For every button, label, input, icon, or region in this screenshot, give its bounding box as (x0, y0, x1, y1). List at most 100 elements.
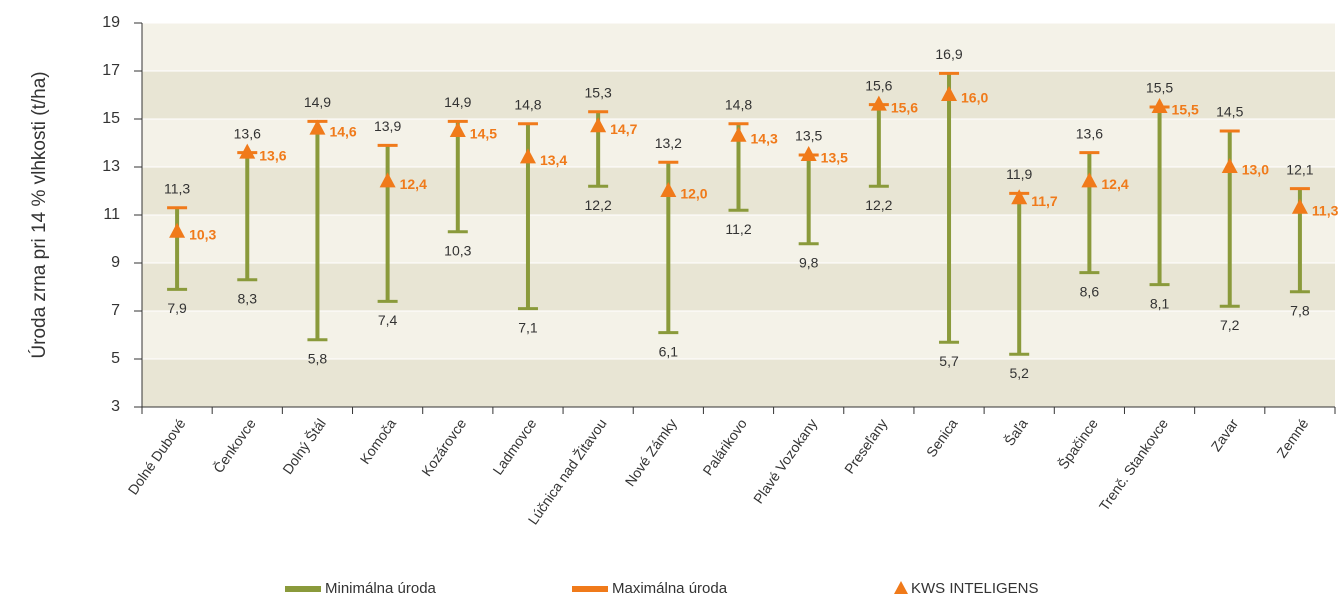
min-label: 7,8 (1290, 303, 1310, 319)
kws-label: 12,0 (680, 186, 707, 202)
kws-marker (379, 172, 396, 188)
x-tick-label: Čenkovce (210, 416, 259, 476)
x-tick-label: Plavé Vozokany (750, 416, 820, 507)
kws-label: 14,5 (470, 126, 497, 142)
kws-marker (870, 95, 887, 111)
x-tick-label: Trenč. Stankovce (1096, 415, 1171, 513)
kws-marker (800, 146, 817, 161)
max-label: 15,3 (585, 85, 612, 101)
y-tick-label: 17 (102, 62, 120, 79)
x-tick-label: Lúčnica nad Žitavou (525, 416, 610, 528)
grid-band (142, 71, 1335, 119)
min-label: 7,2 (1220, 317, 1240, 333)
legend-swatch (894, 581, 908, 594)
grid-band (142, 23, 1335, 71)
max-label: 13,6 (234, 125, 261, 141)
min-label: 9,8 (799, 255, 819, 271)
x-tick-label: Dolný Štál (279, 416, 329, 477)
x-tick-label: Nové Zámky (622, 416, 680, 490)
kws-marker (1151, 98, 1168, 113)
min-label: 5,7 (939, 353, 959, 369)
max-label: 13,2 (655, 135, 682, 151)
y-tick-label: 15 (102, 110, 120, 127)
max-label: 11,3 (164, 181, 190, 197)
min-label: 6,1 (659, 343, 679, 359)
kws-label: 13,4 (540, 152, 567, 168)
x-tick-label: Senica (923, 415, 961, 459)
grid-band (142, 311, 1335, 359)
kws-label: 15,5 (1172, 102, 1199, 118)
max-label: 14,8 (514, 97, 541, 113)
legend-swatch (285, 586, 321, 592)
kws-label: 13,6 (259, 147, 286, 163)
kws-marker (730, 126, 747, 142)
legend-label: KWS INTELIGENS (911, 580, 1039, 597)
min-label: 8,1 (1150, 295, 1170, 311)
kws-label: 11,7 (1031, 193, 1058, 209)
y-tick-label: 19 (102, 14, 120, 31)
kws-label: 11,3 (1312, 203, 1338, 219)
min-label: 12,2 (585, 197, 612, 213)
grid-band (142, 215, 1335, 263)
legend-label: Minimálna úroda (325, 580, 437, 597)
kws-marker (941, 86, 958, 101)
min-label: 5,8 (308, 351, 328, 367)
kws-label: 15,6 (891, 99, 918, 115)
y-tick-label: 13 (102, 158, 120, 175)
kws-marker (1291, 198, 1308, 214)
kws-label: 16,0 (961, 90, 988, 106)
kws-marker (169, 222, 186, 238)
max-label: 15,6 (865, 77, 892, 93)
max-label: 16,9 (935, 46, 962, 62)
kws-marker (1221, 158, 1238, 173)
kws-label: 14,6 (329, 123, 356, 139)
min-label: 12,2 (865, 197, 892, 213)
x-tick-label: Kozárovce (418, 416, 469, 480)
max-label: 13,5 (795, 128, 822, 144)
max-label: 14,9 (444, 94, 471, 110)
kws-marker (1081, 172, 1098, 188)
legend-label: Maximálna úroda (612, 580, 728, 597)
kws-label: 14,7 (610, 121, 637, 137)
x-tick-label: Šaľa (1001, 415, 1031, 448)
max-label: 14,5 (1216, 104, 1243, 120)
kws-marker (590, 117, 607, 133)
min-label: 8,6 (1080, 283, 1100, 299)
y-tick-label: 9 (111, 254, 120, 271)
min-label: 11,2 (725, 221, 751, 237)
max-label: 12,1 (1286, 161, 1313, 177)
kws-label: 13,5 (821, 150, 848, 166)
x-tick-label: Palárikovo (699, 416, 750, 479)
grid-band (142, 263, 1335, 311)
grid-band (142, 359, 1335, 407)
x-tick-label: Komoča (357, 415, 400, 466)
max-label: 14,8 (725, 97, 752, 113)
x-tick-label: Ladmovce (489, 415, 539, 477)
max-label: 13,9 (374, 118, 401, 134)
min-label: 5,2 (1009, 365, 1029, 381)
kws-label: 12,4 (400, 176, 427, 192)
min-label: 10,3 (444, 243, 471, 259)
min-label: 7,9 (167, 300, 187, 316)
kws-marker (239, 143, 256, 159)
kws-marker (660, 182, 677, 197)
x-tick-label: Dolné Dubové (125, 416, 189, 498)
max-label: 11,9 (1006, 166, 1032, 182)
max-label: 15,5 (1146, 80, 1173, 96)
legend-swatch (572, 586, 608, 592)
x-tick-label: Preseľany (841, 416, 890, 477)
min-label: 8,3 (238, 291, 258, 307)
kws-label: 14,3 (751, 131, 778, 147)
kws-marker (449, 122, 466, 137)
kws-marker (1011, 189, 1028, 205)
min-label: 7,1 (518, 319, 538, 335)
y-tick-label: 11 (103, 206, 120, 223)
y-tick-label: 3 (111, 398, 120, 415)
x-tick-label: Zemné (1273, 415, 1311, 460)
kws-label: 10,3 (189, 227, 216, 243)
min-label: 7,4 (378, 312, 398, 328)
y-tick-label: 7 (111, 302, 120, 319)
max-label: 13,6 (1076, 125, 1103, 141)
kws-marker (519, 148, 536, 164)
